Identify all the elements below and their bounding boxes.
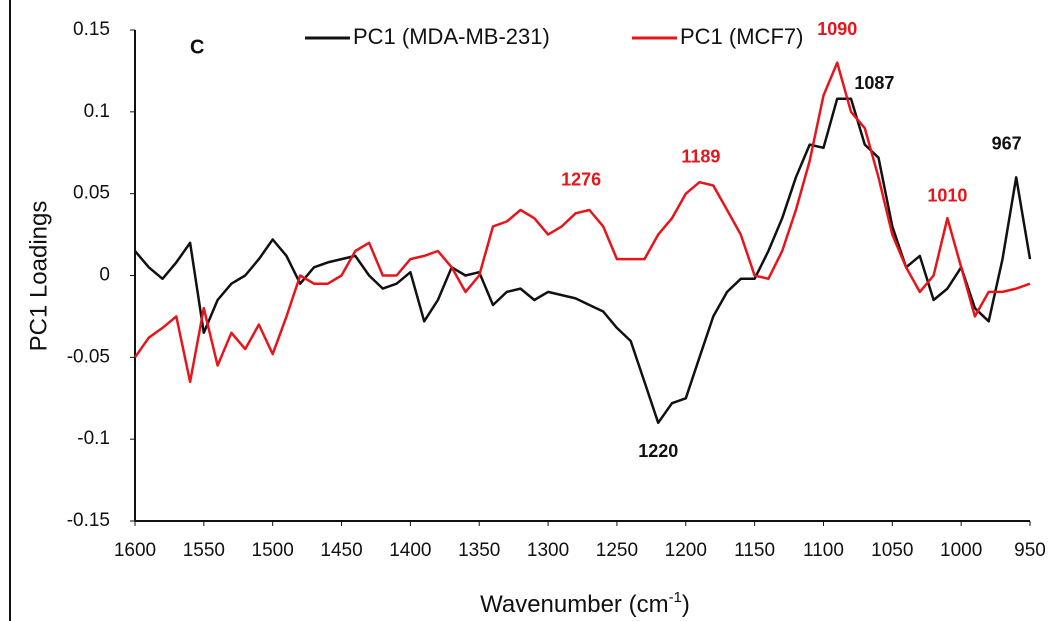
series-line <box>134 97 1032 425</box>
x-tick-label: 1250 <box>596 540 638 561</box>
x-tick-label: 1350 <box>458 540 500 561</box>
x-tick-label: 1600 <box>114 540 156 561</box>
x-axis-label-superscript: -1 <box>669 589 682 606</box>
x-tick-label: 1050 <box>871 540 913 561</box>
x-tick-label: 1000 <box>940 540 982 561</box>
y-tick-label: 0.05 <box>73 183 110 204</box>
y-tick-label: -0.1 <box>77 428 110 449</box>
x-tick-label: 1500 <box>252 540 294 561</box>
x-tick-label: 1150 <box>734 540 775 561</box>
peak-label: 1090 <box>817 19 857 39</box>
y-tick-label: 0.1 <box>84 101 110 122</box>
y-tick-label: 0.15 <box>73 19 110 40</box>
y-tick-label: 0 <box>99 265 110 286</box>
x-tick-label: 1450 <box>320 540 362 561</box>
legend-label: PC1 (MDA-MB-231) <box>353 24 550 49</box>
peak-label: 1276 <box>561 169 601 189</box>
peak-label: 1189 <box>681 146 720 166</box>
x-tick-label: 950 <box>1014 540 1046 561</box>
x-tick-label: 1300 <box>527 540 569 561</box>
series-line <box>133 61 1031 384</box>
panel-label: C <box>190 36 204 58</box>
peak-label: 967 <box>992 133 1022 153</box>
x-axis-label-main: Wavenumber (cm <box>480 591 668 618</box>
y-tick-label: -0.05 <box>67 346 110 367</box>
x-tick-label: 1200 <box>665 540 707 561</box>
y-axis-label: PC1 Loadings <box>25 201 52 352</box>
peak-label: 1220 <box>638 441 678 461</box>
peak-label: 1087 <box>854 73 894 93</box>
legend-label: PC1 (MCF7) <box>680 24 803 49</box>
x-tick-label: 1100 <box>803 540 844 561</box>
peak-label: 1010 <box>927 186 967 206</box>
y-tick-label: -0.15 <box>67 510 110 531</box>
x-axis-label: Wavenumber (cm-1) <box>480 589 690 618</box>
x-tick-label: 1400 <box>389 540 431 561</box>
x-tick-label: 1550 <box>183 540 225 561</box>
x-axis-label-close: ) <box>682 591 690 618</box>
